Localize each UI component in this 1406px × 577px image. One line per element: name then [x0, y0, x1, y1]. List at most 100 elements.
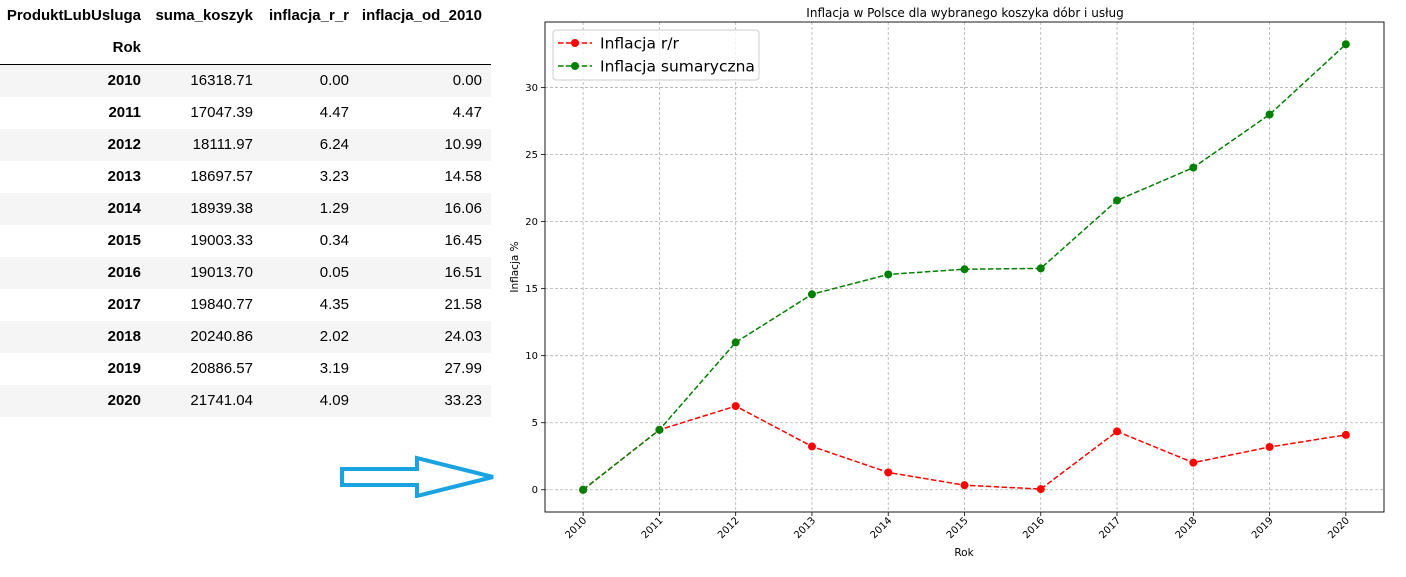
x-tick-label: 2014: [869, 515, 895, 541]
cell-suma_koszyk: 18111.97: [192, 136, 253, 153]
cell-inflacja_r_r: 4.35: [319, 296, 349, 313]
cell-inflacja_r_r: 6.24: [319, 136, 349, 153]
cell-inflacja_od_2010: 27.99: [444, 360, 482, 377]
cell-inflacja_r_r: 3.19: [319, 360, 349, 377]
data-point: [1341, 40, 1350, 49]
cell-suma_koszyk: 16318.71: [190, 72, 253, 89]
row-index: 2012: [107, 136, 141, 153]
table-row: 2013 18697.57 3.23 14.58: [0, 161, 491, 193]
cell-inflacja_od_2010: 16.51: [444, 264, 482, 281]
y-tick-label: 25: [525, 150, 538, 161]
row-index: 2014: [107, 200, 141, 217]
y-axis-label: Inflacja %: [509, 241, 521, 292]
series-layer: [579, 40, 1350, 494]
y-tick-label: 20: [525, 217, 538, 228]
cell-inflacja_od_2010: 16.06: [444, 200, 482, 217]
x-tick-label: 2015: [945, 515, 971, 541]
data-point: [1036, 485, 1045, 494]
data-point: [731, 402, 740, 411]
data-point: [1189, 458, 1198, 467]
x-tick-label: 2013: [792, 515, 818, 541]
cell-inflacja_r_r: 4.47: [319, 104, 349, 121]
cell-inflacja_od_2010: 16.45: [444, 232, 482, 249]
row-index: 2019: [107, 360, 141, 377]
data-point: [655, 425, 664, 434]
cell-inflacja_r_r: 1.29: [319, 200, 349, 217]
line-chart: Inflacja w Polsce dla wybranego koszyka …: [509, 6, 1385, 559]
column-header: suma_koszyk: [155, 7, 253, 24]
cell-inflacja_od_2010: 0.00: [452, 72, 482, 89]
cell-inflacja_r_r: 0.00: [319, 72, 349, 89]
column-header: ProduktLubUsluga: [6, 7, 141, 24]
cell-inflacja_r_r: 0.34: [319, 232, 349, 249]
legend-marker: [571, 62, 579, 70]
x-tick-label: 2016: [1021, 515, 1047, 541]
data-point: [1189, 163, 1198, 172]
series-2: [579, 40, 1350, 494]
data-point: [1265, 442, 1274, 451]
right-arrow-icon: [340, 455, 494, 498]
y-tick-label: 5: [532, 418, 538, 429]
data-point: [1113, 427, 1122, 436]
cell-inflacja_r_r: 2.02: [319, 328, 349, 345]
table-row: 2016 19013.70 0.05 16.51: [0, 257, 491, 289]
cell-suma_koszyk: 19013.70: [190, 264, 253, 281]
cell-inflacja_od_2010: 21.58: [444, 296, 482, 313]
y-axis: 0 5 10 15 20 25 30: [525, 83, 545, 496]
table-row: 2015 19003.33 0.34 16.45: [0, 225, 491, 257]
x-tick-label: 2011: [640, 515, 666, 541]
cell-inflacja_od_2010: 24.03: [444, 328, 482, 345]
cell-inflacja_r_r: 4.09: [319, 392, 349, 409]
table-header-row: ProduktLubUsluga suma_koszyk inflacja_r_…: [0, 0, 491, 32]
row-index: 2020: [107, 392, 141, 409]
y-tick-label: 10: [525, 351, 538, 362]
table-row: 2019 20886.57 3.19 27.99: [0, 353, 491, 385]
cell-inflacja_od_2010: 4.47: [452, 104, 482, 121]
index-name: Rok: [0, 32, 150, 65]
table-row: 2018 20240.86 2.02 24.03: [0, 321, 491, 353]
x-tick-label: 2017: [1097, 515, 1123, 541]
x-tick-label: 2010: [563, 515, 589, 541]
row-index: 2015: [107, 232, 141, 249]
row-index: 2010: [107, 72, 141, 89]
table-row: 2011 17047.39 4.47 4.47: [0, 97, 491, 129]
y-tick-label: 30: [525, 83, 538, 94]
cell-suma_koszyk: 21741.04: [190, 392, 253, 409]
data-point: [579, 485, 588, 494]
legend-box: [552, 29, 760, 81]
row-index: 2017: [107, 296, 141, 313]
row-index: 2016: [107, 264, 141, 281]
column-header: inflacja_r_r: [268, 7, 349, 24]
data-point: [884, 270, 893, 279]
table-row: 2014 18939.38 1.29 16.06: [0, 193, 491, 225]
x-tick-label: 2019: [1250, 515, 1276, 541]
data-point: [807, 290, 816, 299]
y-tick-label: 0: [532, 485, 538, 496]
cell-suma_koszyk: 18697.57: [190, 168, 253, 185]
table-row: 2017 19840.77 4.35 21.58: [0, 289, 491, 321]
dataframe-table: ProduktLubUsluga suma_koszyk inflacja_r_…: [0, 0, 491, 417]
cell-suma_koszyk: 19840.77: [190, 296, 253, 313]
data-point: [884, 468, 893, 477]
data-point: [1265, 110, 1274, 119]
table-row: 2010 16318.71 0.00 0.00: [0, 64, 491, 97]
chart-title: Inflacja w Polsce dla wybranego koszyka …: [806, 6, 1123, 20]
row-index: 2011: [108, 104, 141, 121]
cell-suma_koszyk: 17047.39: [190, 104, 253, 121]
data-point: [1036, 264, 1045, 273]
legend-label: Inflacja sumaryczna: [600, 58, 755, 76]
x-axis-label: Rok: [954, 547, 974, 559]
data-point: [960, 265, 969, 274]
cell-suma_koszyk: 19003.33: [190, 232, 253, 249]
index-name-row: Rok: [0, 32, 491, 65]
legend: Inflacja r/r Inflacja sumaryczna: [552, 29, 760, 81]
y-tick-label: 15: [525, 284, 538, 295]
column-header: inflacja_od_2010: [361, 7, 482, 24]
table-row: 2012 18111.97 6.24 10.99: [0, 129, 491, 161]
data-point: [731, 338, 740, 347]
x-tick-label: 2012: [716, 515, 742, 541]
x-tick-label: 2020: [1326, 515, 1352, 541]
data-point: [1113, 196, 1122, 205]
cell-suma_koszyk: 18939.38: [190, 200, 253, 217]
cell-inflacja_r_r: 3.23: [319, 168, 349, 185]
